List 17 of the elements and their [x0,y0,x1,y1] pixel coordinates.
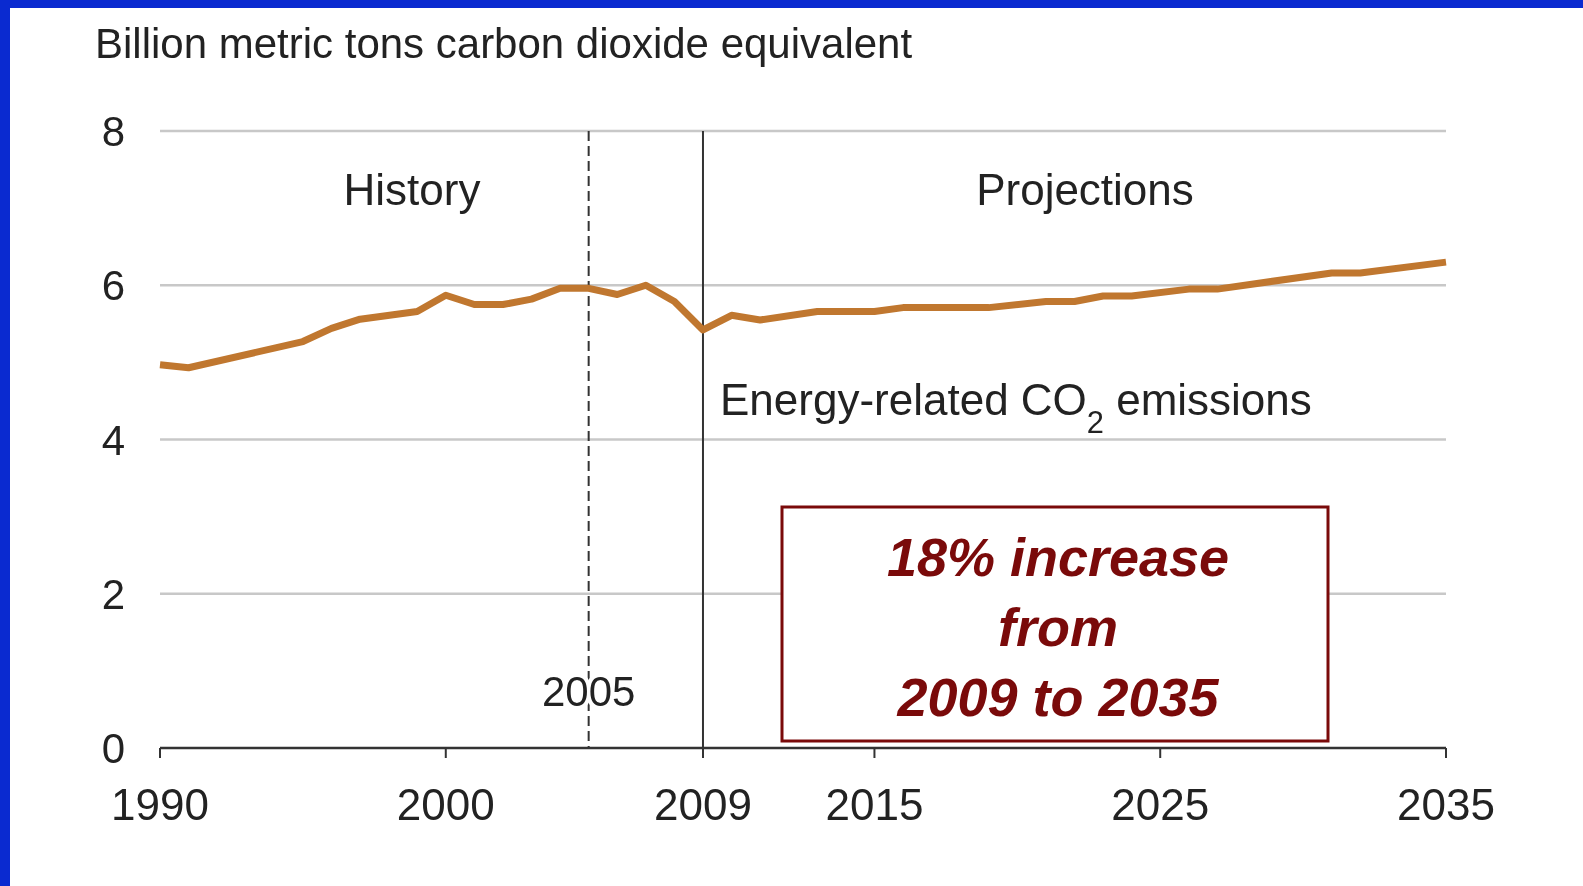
y-tick-label: 0 [101,725,125,772]
x-tick-label: 2025 [1111,780,1210,829]
y-axis-title: Billion metric tons carbon dioxide equivalent [95,20,913,67]
y-tick-label: 6 [101,262,125,310]
y-tick-label: 2 [101,570,125,618]
ref-line-label: 2005 [541,668,636,715]
annotation: 18% increase from 2009 to 2035 [886,527,1230,727]
y-tick-label: 4 [101,416,125,464]
annotation: History [343,165,481,214]
x-tick-label: 1990 [111,780,209,829]
x-tick-label: 2000 [396,780,495,829]
annotation: Energy-related CO$_{2}$ emissions [720,375,1312,440]
annotation: Projections [976,165,1194,214]
x-tick-label: 2009 [654,780,752,829]
x-tick-label: 2035 [1397,780,1495,829]
x-tick-label: 2015 [825,780,924,829]
y-tick-label: 8 [101,108,125,155]
